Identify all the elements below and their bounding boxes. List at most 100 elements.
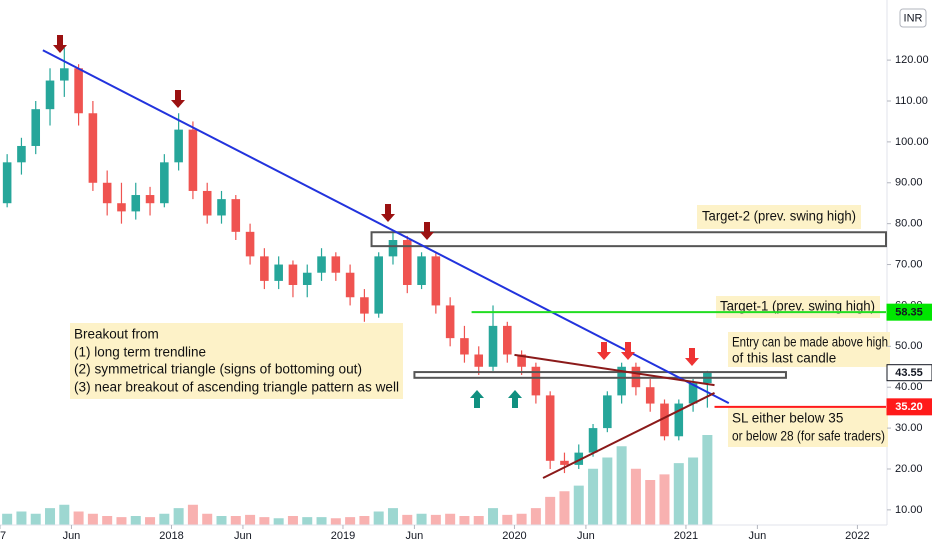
volume-bar bbox=[30, 513, 41, 525]
y-tick-label: 30.00 bbox=[895, 422, 923, 434]
candle-body bbox=[145, 195, 155, 204]
volume-bar bbox=[387, 508, 398, 525]
candle-body bbox=[474, 354, 484, 367]
price-label: 58.35 bbox=[895, 307, 923, 319]
volume-bar bbox=[602, 457, 613, 525]
x-tick-label: 2021 bbox=[674, 530, 698, 542]
candle-body bbox=[31, 109, 41, 146]
y-tick-label: 120.00 bbox=[895, 54, 929, 66]
drawn-line bbox=[542, 392, 715, 479]
y-tick-label: 20.00 bbox=[895, 463, 923, 475]
volume-bar bbox=[659, 474, 670, 525]
volume-bar bbox=[345, 517, 356, 525]
arrow-icon bbox=[685, 348, 699, 366]
note-bg bbox=[697, 205, 861, 229]
volume-bar bbox=[545, 496, 556, 525]
candle-body bbox=[331, 256, 341, 273]
candle-body bbox=[260, 256, 269, 281]
candle-body bbox=[360, 297, 369, 314]
note-text: Entry can be made above high bbox=[732, 335, 888, 350]
volume-bar bbox=[159, 513, 170, 525]
volume-bar bbox=[102, 516, 113, 525]
volume-bar bbox=[573, 485, 584, 525]
candle-body bbox=[345, 272, 355, 298]
volume-bar bbox=[488, 508, 499, 525]
price-label-box bbox=[886, 364, 932, 382]
price-label-box bbox=[886, 303, 932, 321]
volume-bar bbox=[616, 446, 627, 525]
volume-bar bbox=[688, 457, 699, 525]
candle-body bbox=[217, 199, 226, 216]
volume-bar bbox=[530, 508, 541, 525]
currency-box bbox=[899, 8, 927, 28]
arrow-icon bbox=[420, 222, 434, 240]
candle-body bbox=[202, 190, 212, 216]
candle-body bbox=[17, 145, 26, 163]
candle-body bbox=[2, 162, 12, 204]
volume-bar bbox=[187, 504, 198, 525]
candle-body bbox=[688, 383, 698, 404]
candle-body bbox=[645, 387, 655, 404]
volume-bar bbox=[302, 517, 313, 525]
candle-body bbox=[545, 395, 555, 461]
currency: INR bbox=[904, 12, 923, 24]
zone-box bbox=[370, 231, 887, 248]
volume-bar bbox=[588, 468, 599, 525]
candle-body bbox=[60, 68, 69, 81]
arrow-icon bbox=[53, 35, 67, 53]
note-text: or below 28 (for safe traders) bbox=[732, 429, 885, 444]
note-bg bbox=[728, 332, 890, 367]
candle-body bbox=[402, 240, 412, 285]
candle-body bbox=[117, 203, 126, 212]
volume-bar bbox=[73, 511, 84, 525]
volume-bar bbox=[45, 508, 56, 525]
x-tick-label: Jun bbox=[63, 530, 81, 542]
annotation-entry: Entry can be made above high of this las… bbox=[728, 332, 890, 367]
note-bg bbox=[70, 323, 403, 399]
volume-bar bbox=[402, 514, 413, 525]
note-text: (1) long term trendline bbox=[74, 345, 206, 360]
note-text: of this last candle bbox=[732, 351, 836, 366]
y-tick-label: 90.00 bbox=[895, 177, 923, 189]
candle-body bbox=[274, 264, 283, 281]
volume-bar bbox=[373, 511, 384, 525]
plot-area bbox=[2, 47, 713, 525]
y-tick-label: 10.00 bbox=[895, 504, 923, 516]
candle-body bbox=[674, 403, 684, 437]
candle-body bbox=[288, 264, 298, 285]
x-tick-label: 17 bbox=[0, 530, 6, 542]
x-tick-label: 2018 bbox=[159, 530, 183, 542]
y-tick-label: 110.00 bbox=[895, 95, 928, 107]
candle-body bbox=[531, 366, 541, 396]
volume-bar bbox=[145, 517, 156, 525]
candle-body bbox=[317, 256, 326, 273]
volume-bar bbox=[630, 468, 641, 525]
volume-bar bbox=[473, 516, 484, 525]
volume-bar bbox=[16, 511, 27, 525]
note-bg bbox=[728, 408, 888, 447]
candle-body bbox=[445, 305, 455, 339]
candle-body bbox=[574, 452, 584, 465]
candle-body bbox=[517, 354, 526, 367]
price-label: 35.20 bbox=[895, 401, 923, 413]
volume-bar bbox=[559, 491, 570, 525]
volume-bar bbox=[202, 513, 213, 525]
y-tick-label: 100.00 bbox=[895, 136, 929, 148]
volume-bar bbox=[459, 516, 470, 525]
annotation-breakout: Breakout from (1) long term trendline (2… bbox=[70, 323, 403, 399]
x-tick-label: 2022 bbox=[845, 530, 869, 542]
note-text: (2) symmetrical triangle (signs of botto… bbox=[74, 362, 362, 377]
y-tick-label: 40.00 bbox=[895, 381, 923, 393]
candle-body bbox=[488, 325, 498, 367]
volume-bar bbox=[430, 514, 441, 525]
note-text: SL either below 35 bbox=[732, 411, 843, 426]
volume-bar bbox=[216, 516, 227, 525]
candle-body bbox=[131, 195, 141, 212]
arrow-icon bbox=[171, 90, 185, 108]
annotation-stop-loss: SL either below 35 or below 28 (for safe… bbox=[728, 408, 888, 447]
volume-bar bbox=[173, 508, 184, 525]
x-tick-label: Jun bbox=[406, 530, 424, 542]
drawn-line bbox=[514, 353, 715, 387]
candle-body bbox=[160, 162, 169, 204]
candle-body bbox=[503, 325, 512, 355]
